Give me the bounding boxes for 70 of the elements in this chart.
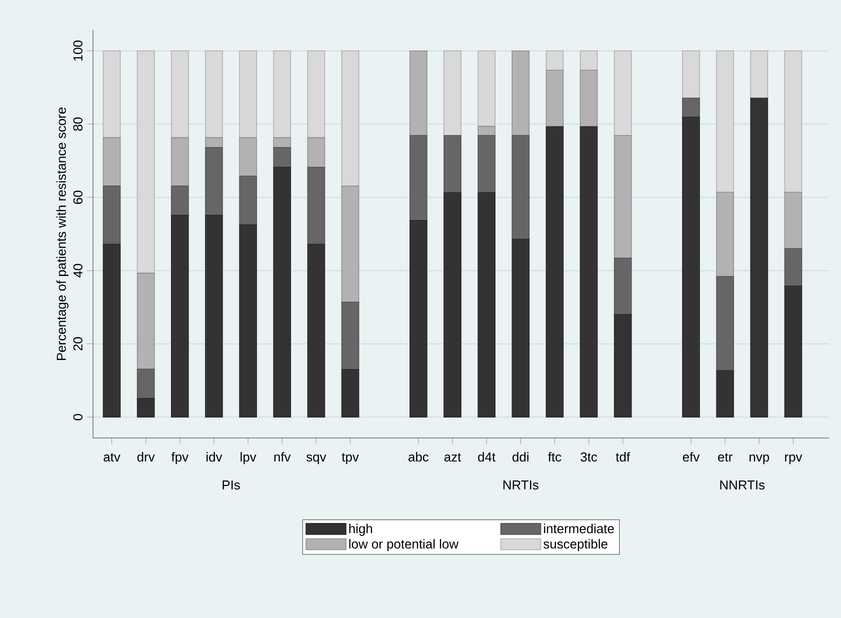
y-tick-label: 0 bbox=[73, 414, 82, 420]
bar bbox=[478, 192, 496, 418]
bar bbox=[205, 214, 223, 418]
bar bbox=[205, 147, 223, 216]
legend-label: low or potential low bbox=[349, 539, 459, 552]
x-tick-label: lpv bbox=[240, 452, 256, 464]
bar bbox=[307, 244, 326, 418]
x-tick-label: etr bbox=[718, 453, 732, 462]
y-tick-label: 100 bbox=[73, 40, 82, 61]
bar bbox=[716, 370, 734, 418]
y-tick-label: 20 bbox=[73, 337, 82, 350]
x-tick-label: d4t bbox=[478, 452, 496, 462]
bar bbox=[170, 186, 189, 216]
x-tick-label: drv bbox=[137, 452, 155, 462]
x-tick-label: sqv bbox=[306, 454, 326, 464]
x-tick-label: nfv bbox=[274, 452, 291, 462]
bar bbox=[512, 238, 530, 418]
x-tick-label: 3tc bbox=[580, 452, 598, 462]
bar bbox=[478, 135, 496, 193]
x-tick-label: atv bbox=[104, 453, 120, 462]
x-tick-label: rpv bbox=[785, 454, 802, 464]
bar bbox=[273, 147, 292, 168]
x-tick-label: nvp bbox=[750, 454, 770, 464]
x-tick-label: ddi bbox=[512, 452, 528, 462]
bar bbox=[580, 126, 598, 418]
bar bbox=[784, 248, 802, 286]
bar bbox=[546, 126, 564, 418]
bar bbox=[136, 398, 155, 418]
text: NRTIs bbox=[503, 480, 538, 490]
y-tick-label: 40 bbox=[73, 264, 82, 278]
bar bbox=[239, 224, 257, 418]
bar bbox=[410, 50, 428, 136]
bar bbox=[341, 369, 360, 418]
bar bbox=[716, 276, 734, 371]
bar bbox=[444, 192, 462, 418]
y-tick-label: 60 bbox=[73, 190, 82, 204]
x-tick-label: fpv bbox=[171, 452, 188, 464]
x-tick-label: azt bbox=[444, 453, 462, 462]
x-tick-label: tdf bbox=[616, 452, 630, 462]
bar bbox=[512, 135, 530, 240]
bar bbox=[410, 220, 428, 418]
x-tick-label: tpv bbox=[342, 453, 359, 464]
bar bbox=[273, 166, 292, 418]
legend-label: intermediate bbox=[544, 524, 614, 534]
bar bbox=[307, 166, 326, 245]
x-tick-label: idv bbox=[206, 452, 222, 462]
legend-label: susceptible bbox=[544, 539, 608, 552]
y-axis-title: Percentage of patients with resistance score bbox=[56, 108, 68, 360]
bar bbox=[784, 286, 802, 418]
y-tick-label: 80 bbox=[73, 117, 82, 131]
bar bbox=[444, 135, 462, 193]
bar bbox=[682, 116, 700, 418]
bar bbox=[682, 98, 700, 118]
bar bbox=[750, 98, 768, 418]
bar bbox=[614, 314, 632, 418]
bar bbox=[136, 368, 155, 399]
bar bbox=[410, 135, 428, 221]
text: NNRTIs bbox=[720, 480, 765, 490]
bar bbox=[341, 302, 360, 370]
x-tick-label: ftc bbox=[548, 452, 562, 462]
x-tick-label: abc bbox=[408, 452, 429, 462]
bar bbox=[102, 244, 121, 418]
x-tick-label: efv bbox=[682, 452, 700, 462]
bar bbox=[102, 186, 121, 245]
bar bbox=[170, 214, 189, 418]
bar bbox=[614, 258, 632, 315]
legend-label: high bbox=[349, 524, 372, 536]
bar bbox=[512, 50, 530, 136]
bar bbox=[239, 176, 257, 226]
text: PIs bbox=[222, 480, 240, 490]
